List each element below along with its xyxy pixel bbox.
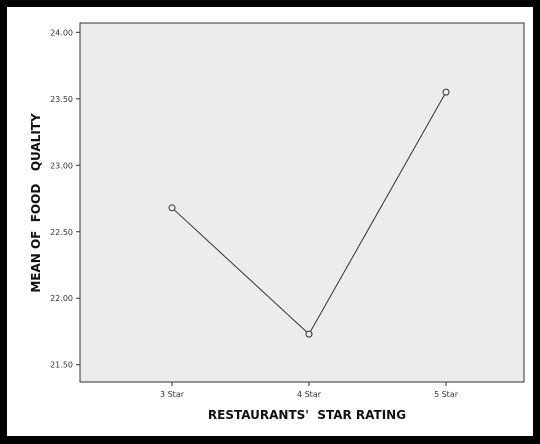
y-tick-label: 22.00 (50, 294, 73, 303)
plot-area (79, 22, 525, 383)
x-tick-label: 5 Star (434, 390, 459, 399)
x-tick-label: 3 Star (160, 390, 185, 399)
y-tick-label: 23.50 (50, 95, 73, 104)
data-point-marker (442, 88, 450, 96)
data-point-marker (168, 204, 176, 212)
y-axis-title: MEAN OF FOOD QUALITY (29, 113, 43, 293)
y-tick-label: 24.00 (50, 28, 73, 37)
y-tick-label: 21.50 (50, 361, 73, 370)
data-point-marker (305, 330, 313, 338)
x-axis: 3 Star 4 Star 5 Star (160, 382, 459, 399)
x-axis-title: RESTAURANTS' STAR RATING (208, 408, 406, 422)
y-tick-label: 22.50 (50, 228, 73, 237)
x-tick-label: 4 Star (297, 390, 322, 399)
y-tick-label: 23.00 (50, 161, 73, 170)
series-layer (168, 88, 450, 338)
y-axis: 21.50 22.00 22.50 23.00 23.50 24.00 (50, 28, 80, 370)
